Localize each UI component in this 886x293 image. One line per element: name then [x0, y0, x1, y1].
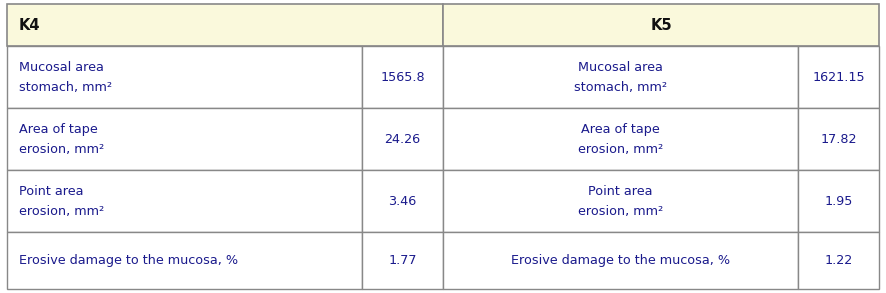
Bar [798, 232, 879, 289]
Bar [362, 108, 443, 170]
Text: 3.46: 3.46 [388, 195, 416, 208]
Text: 24.26: 24.26 [385, 133, 421, 146]
Text: 1.95: 1.95 [824, 195, 852, 208]
Bar [362, 47, 443, 108]
Text: Erosive damage to the mucosa, %: Erosive damage to the mucosa, % [19, 254, 237, 267]
Text: Erosive damage to the mucosa, %: Erosive damage to the mucosa, % [511, 254, 730, 267]
Text: Area of tape
erosion, mm²: Area of tape erosion, mm² [578, 123, 663, 156]
Bar [362, 232, 443, 289]
Bar [362, 170, 443, 232]
Text: 17.82: 17.82 [820, 133, 857, 146]
Text: 1.22: 1.22 [824, 254, 852, 267]
Bar [443, 47, 798, 108]
Text: Mucosal area
stomach, mm²: Mucosal area stomach, mm² [574, 61, 667, 94]
Bar [443, 170, 798, 232]
Bar [7, 4, 443, 47]
Text: K5: K5 [650, 18, 672, 33]
Text: Mucosal area
stomach, mm²: Mucosal area stomach, mm² [19, 61, 112, 94]
Bar [798, 108, 879, 170]
Text: Point area
erosion, mm²: Point area erosion, mm² [578, 185, 663, 218]
Bar [7, 232, 362, 289]
Text: 1621.15: 1621.15 [812, 71, 865, 84]
Bar [443, 232, 798, 289]
Text: Area of tape
erosion, mm²: Area of tape erosion, mm² [19, 123, 104, 156]
Bar [7, 47, 362, 108]
Bar [798, 170, 879, 232]
Bar [7, 108, 362, 170]
Text: 1565.8: 1565.8 [380, 71, 425, 84]
Bar [443, 108, 798, 170]
Bar [443, 4, 879, 47]
Bar [798, 47, 879, 108]
Bar [7, 170, 362, 232]
Text: Point area
erosion, mm²: Point area erosion, mm² [19, 185, 104, 218]
Text: K4: K4 [19, 18, 40, 33]
Text: 1.77: 1.77 [388, 254, 416, 267]
